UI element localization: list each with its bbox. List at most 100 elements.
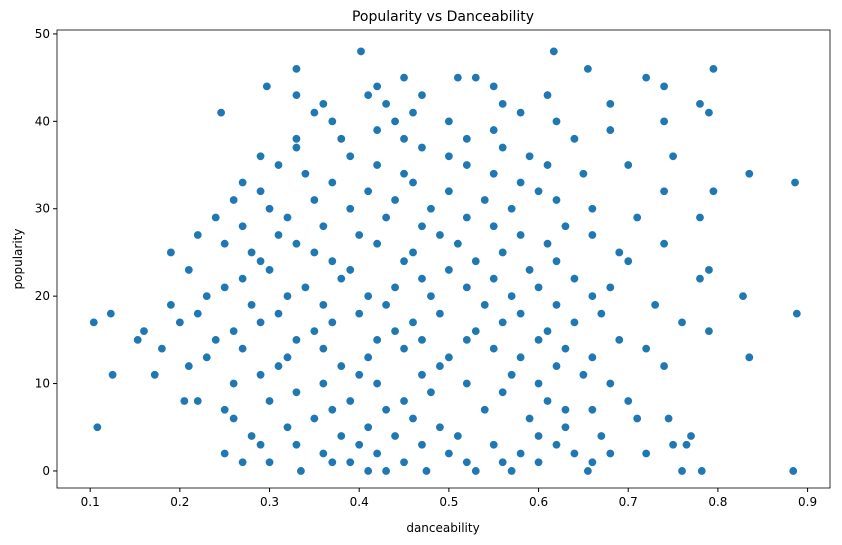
point <box>641 72 651 83</box>
point <box>695 212 705 223</box>
point <box>497 387 508 397</box>
point <box>659 116 669 127</box>
point <box>336 431 346 441</box>
point <box>444 265 454 275</box>
point <box>695 99 705 109</box>
point <box>264 204 275 214</box>
point <box>551 300 562 310</box>
point <box>533 378 544 389</box>
point <box>435 230 445 240</box>
point <box>489 273 499 284</box>
point <box>273 160 284 170</box>
point <box>542 160 553 170</box>
point <box>533 335 544 345</box>
point <box>596 308 607 319</box>
point <box>677 466 687 476</box>
point <box>744 352 754 363</box>
y-tick-label: 20 <box>35 289 50 303</box>
point <box>408 317 418 328</box>
point <box>264 265 275 275</box>
point <box>641 343 651 354</box>
point <box>426 204 436 214</box>
point <box>228 195 239 205</box>
point <box>623 396 633 406</box>
point <box>497 142 508 153</box>
point <box>255 151 266 161</box>
point <box>497 457 508 467</box>
point <box>399 134 409 144</box>
point <box>668 151 678 161</box>
point <box>695 273 705 284</box>
point <box>399 457 409 467</box>
point <box>515 448 526 459</box>
point <box>417 90 427 100</box>
point <box>587 291 598 301</box>
point <box>356 46 366 57</box>
point <box>282 291 293 301</box>
point <box>515 230 526 240</box>
point <box>650 300 660 310</box>
point <box>300 169 311 179</box>
point <box>363 422 373 432</box>
point <box>309 107 320 118</box>
point <box>354 370 364 380</box>
point <box>605 125 615 135</box>
point <box>408 247 418 258</box>
point <box>327 116 338 127</box>
point <box>444 448 454 459</box>
point <box>318 300 329 310</box>
point <box>408 107 418 118</box>
point <box>336 273 346 284</box>
point <box>417 440 427 450</box>
point <box>506 291 517 301</box>
point <box>453 72 463 83</box>
point <box>444 151 454 161</box>
point <box>309 247 320 258</box>
point <box>237 457 248 467</box>
point <box>551 256 562 266</box>
point <box>228 378 239 389</box>
point <box>551 361 562 371</box>
point <box>354 440 364 450</box>
point <box>497 247 508 258</box>
point <box>390 431 400 441</box>
point <box>363 291 373 301</box>
point <box>686 431 696 441</box>
point <box>614 335 624 345</box>
point <box>318 99 329 109</box>
point <box>533 282 544 293</box>
point <box>193 230 203 240</box>
point <box>133 335 143 345</box>
x-tick-label: 0.8 <box>708 495 727 509</box>
point <box>363 186 373 196</box>
point <box>89 317 99 328</box>
point <box>291 90 302 100</box>
point <box>372 335 382 345</box>
point <box>614 247 624 258</box>
point <box>542 90 553 100</box>
point <box>444 352 454 363</box>
x-tick-label: 0.1 <box>81 495 100 509</box>
point <box>219 405 230 415</box>
point <box>587 352 598 363</box>
point <box>533 431 544 441</box>
point <box>551 440 562 450</box>
point <box>282 422 293 432</box>
point <box>219 239 230 249</box>
point <box>489 343 499 354</box>
point <box>291 387 302 397</box>
point <box>471 256 481 266</box>
point <box>623 256 633 266</box>
point <box>587 204 598 214</box>
point <box>542 239 553 249</box>
point <box>184 265 194 275</box>
point <box>524 265 535 275</box>
point <box>569 134 580 144</box>
point <box>560 422 571 432</box>
x-tick-label: 0.9 <box>798 495 817 509</box>
point <box>282 212 293 223</box>
point <box>228 326 239 336</box>
point <box>157 343 167 354</box>
point <box>381 466 391 476</box>
point <box>273 308 284 319</box>
